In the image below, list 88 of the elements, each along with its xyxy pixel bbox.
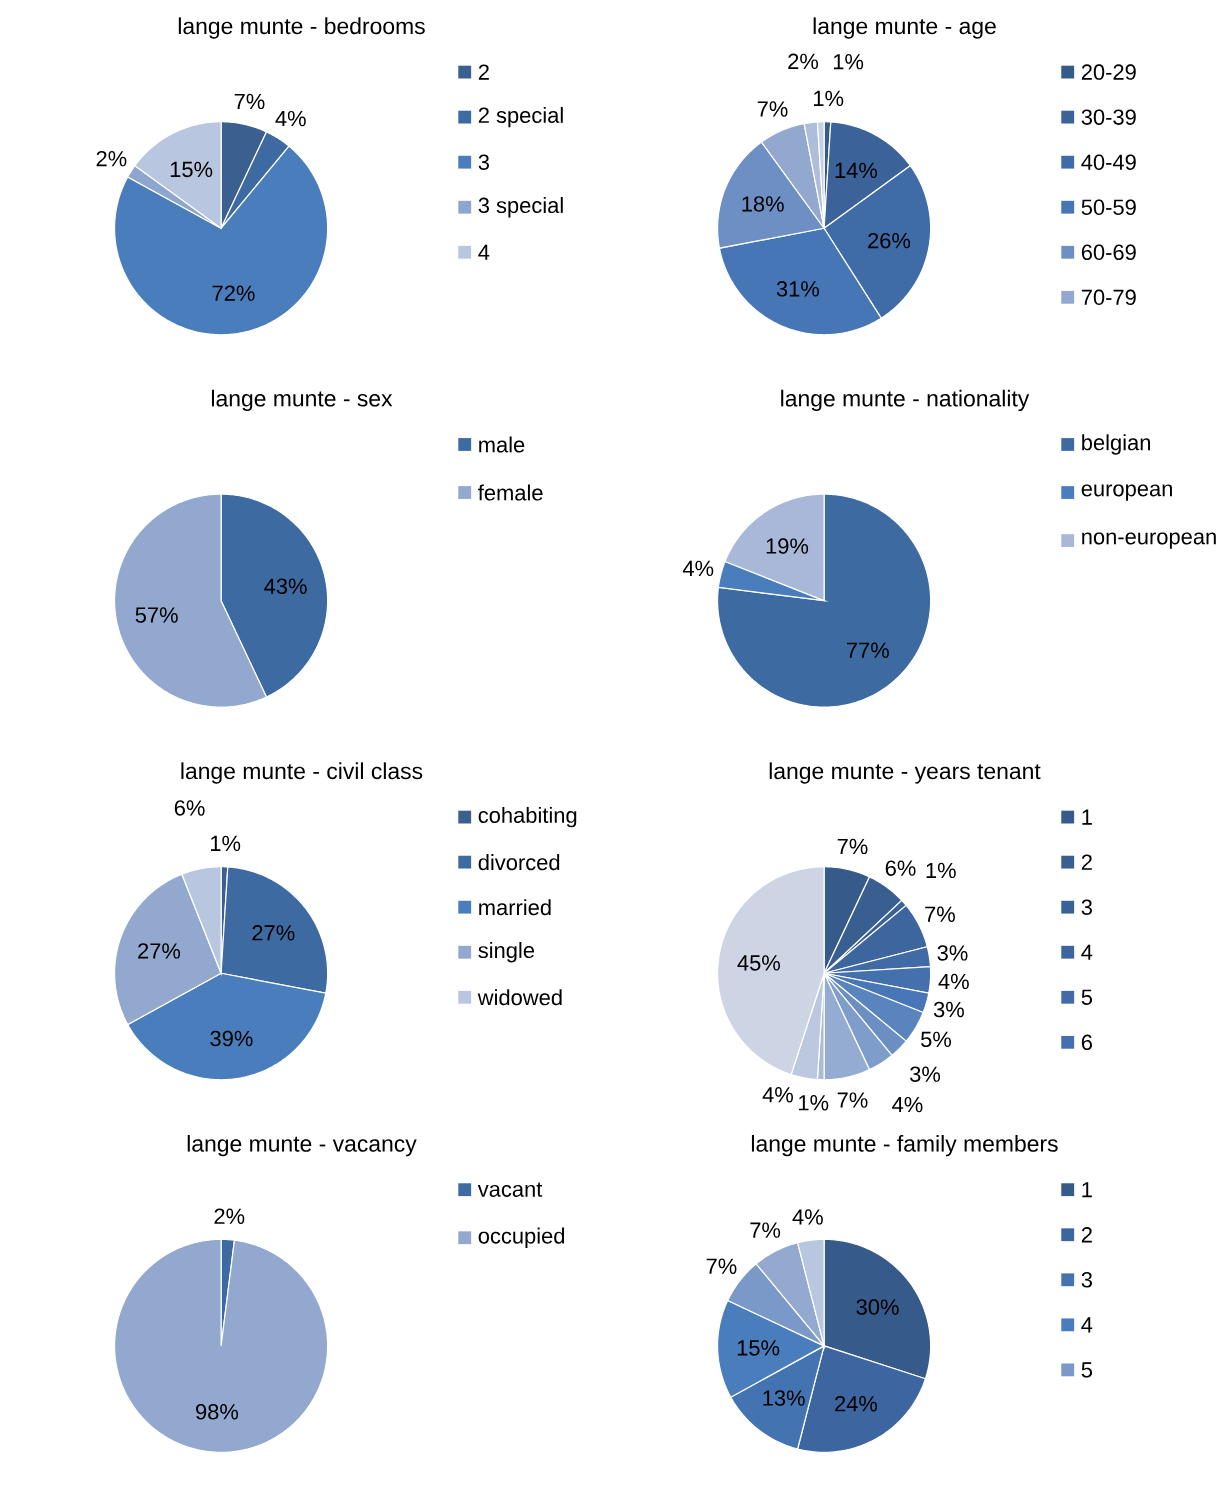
data-label: 4% <box>762 1087 793 1103</box>
chart-title: lange munte - civil class <box>181 762 423 784</box>
legend-label: non-european <box>1082 532 1216 549</box>
legend-label: 50-59 <box>1081 199 1136 215</box>
legend-label: divorced <box>478 854 560 871</box>
legend-label: 4 <box>478 244 490 260</box>
legend-label: 4 <box>1081 944 1093 960</box>
legend-label: vacant <box>477 1182 543 1197</box>
data-label: 14% <box>835 162 877 179</box>
legend-label: 60-69 <box>1081 244 1136 261</box>
data-label: 4% <box>938 973 969 990</box>
data-label: 15% <box>170 161 213 178</box>
legend-label: 2 <box>1081 854 1092 870</box>
data-label: 1% <box>833 54 864 70</box>
chart-title: lange munte - vacancy <box>187 1134 417 1157</box>
legend-label: 6 <box>1081 1034 1092 1051</box>
data-label: 2% <box>788 53 818 70</box>
legend-label: 30-39 <box>1081 109 1136 125</box>
data-label: 2% <box>96 150 127 167</box>
chart-title: lange munte - age <box>813 17 996 39</box>
data-label: 57% <box>135 607 178 623</box>
data-label: 15% <box>737 1340 780 1356</box>
data-label: 1% <box>798 1095 829 1111</box>
legend-label: 40-49 <box>1081 154 1136 170</box>
data-label: 1% <box>210 835 241 852</box>
legend-label: 3 special <box>478 197 563 218</box>
data-label: 4% <box>275 110 306 127</box>
data-label: 7% <box>925 906 955 922</box>
legend-label: male <box>479 436 525 453</box>
data-label: 43% <box>264 578 307 595</box>
legend-label: 2 <box>478 64 489 80</box>
legend-label: 2 <box>1081 1227 1092 1243</box>
legend-label: 1 <box>1082 809 1092 825</box>
chart-title: lange munte - family members <box>751 1134 1058 1157</box>
data-label: 6% <box>174 800 205 816</box>
legend-label: 5 <box>1081 989 1092 1005</box>
legend-label: female <box>477 484 543 501</box>
data-label: 13% <box>763 1390 805 1406</box>
data-label: 27% <box>252 925 295 941</box>
legend-label: 2 special <box>478 106 563 128</box>
data-label: 19% <box>766 538 808 554</box>
legend-label: 3 <box>1081 899 1092 915</box>
data-label: 7% <box>706 1258 737 1274</box>
data-label: 7% <box>750 1222 781 1238</box>
chart-title: lange munte - sex <box>211 389 393 412</box>
data-label: 77% <box>846 642 889 658</box>
data-label: 1% <box>813 90 844 107</box>
data-label: 31% <box>776 281 819 297</box>
data-label: 39% <box>210 1030 253 1047</box>
data-label: 26% <box>868 232 910 249</box>
legend-label: 1 <box>1082 1182 1092 1198</box>
data-label: 3% <box>933 1001 964 1018</box>
data-label: 6% <box>885 860 916 876</box>
data-label: 5% <box>920 1031 951 1048</box>
legend-label: european <box>1081 484 1172 501</box>
data-label: 4% <box>891 1096 923 1113</box>
legend-label: cohabiting <box>478 806 577 828</box>
data-label: 24% <box>834 1396 877 1412</box>
chart-title: lange munte - nationality <box>781 389 1030 412</box>
data-label: 18% <box>742 196 784 212</box>
legend-label: occupied <box>478 1227 564 1248</box>
legend-label: 3 <box>1081 1272 1092 1288</box>
legend-label: 20-29 <box>1081 64 1136 80</box>
legend-label: 4 <box>1081 1317 1093 1333</box>
data-label: 72% <box>212 285 255 301</box>
data-label: 30% <box>856 1299 899 1315</box>
legend-label: 70-79 <box>1081 289 1136 306</box>
data-label: 2% <box>214 1208 245 1224</box>
legend-label: 3 <box>478 154 489 170</box>
data-label: 45% <box>737 955 780 971</box>
data-label: 3% <box>937 945 968 961</box>
data-label: 7% <box>837 1092 868 1108</box>
legend-label: widowed <box>477 989 562 1006</box>
data-label: 7% <box>757 101 788 117</box>
data-label: 4% <box>792 1209 823 1225</box>
data-label: 3% <box>909 1066 940 1082</box>
legend-label: 5 <box>1081 1362 1092 1378</box>
chart-title: lange munte - bedrooms <box>178 17 425 39</box>
data-label: 4% <box>682 560 714 576</box>
data-label: 7% <box>837 838 868 855</box>
data-label: 1% <box>926 862 956 879</box>
chart-title: lange munte - years tenant <box>769 762 1041 784</box>
legend-label: single <box>478 942 534 963</box>
legend-label: married <box>479 899 551 916</box>
data-label: 27% <box>138 943 180 959</box>
data-label: 98% <box>195 1404 238 1420</box>
legend-label: belgian <box>1082 434 1150 455</box>
data-label: 7% <box>234 93 265 110</box>
